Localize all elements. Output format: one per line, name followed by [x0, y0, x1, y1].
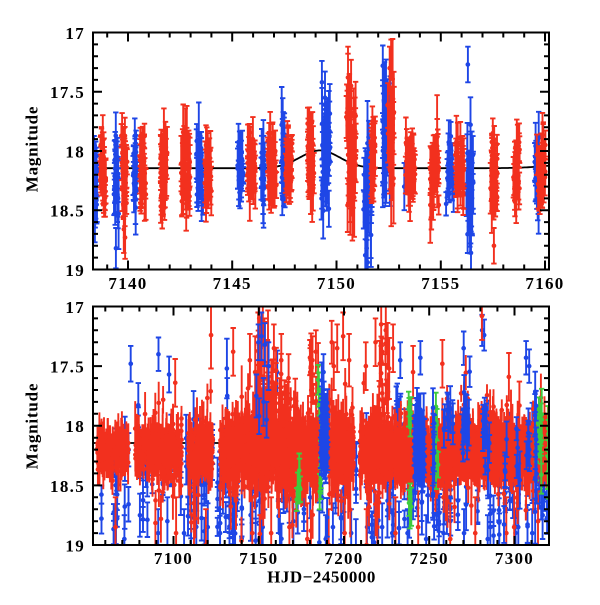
svg-text:7200: 7200 — [324, 549, 363, 568]
svg-text:7145: 7145 — [213, 274, 252, 293]
svg-text:7160: 7160 — [525, 274, 564, 293]
svg-text:17: 17 — [65, 298, 85, 317]
svg-text:17.5: 17.5 — [50, 358, 85, 377]
svg-text:17.5: 17.5 — [50, 83, 85, 102]
svg-text:18.5: 18.5 — [50, 477, 85, 496]
svg-text:7100: 7100 — [154, 549, 193, 568]
svg-text:18.5: 18.5 — [50, 202, 85, 221]
svg-text:7155: 7155 — [421, 274, 460, 293]
svg-text:7250: 7250 — [410, 549, 449, 568]
svg-text:19: 19 — [65, 536, 85, 555]
svg-text:7150: 7150 — [317, 274, 356, 293]
svg-text:Magnitude: Magnitude — [23, 383, 42, 470]
svg-text:7140: 7140 — [108, 274, 147, 293]
svg-text:7300: 7300 — [495, 549, 534, 568]
svg-text:7150: 7150 — [239, 549, 278, 568]
svg-text:18: 18 — [65, 417, 85, 436]
svg-text:17: 17 — [65, 24, 85, 43]
svg-text:Magnitude: Magnitude — [23, 106, 42, 193]
svg-text:18: 18 — [65, 142, 85, 161]
svg-text:HJD−2450000: HJD−2450000 — [267, 568, 376, 587]
svg-text:19: 19 — [65, 261, 85, 280]
